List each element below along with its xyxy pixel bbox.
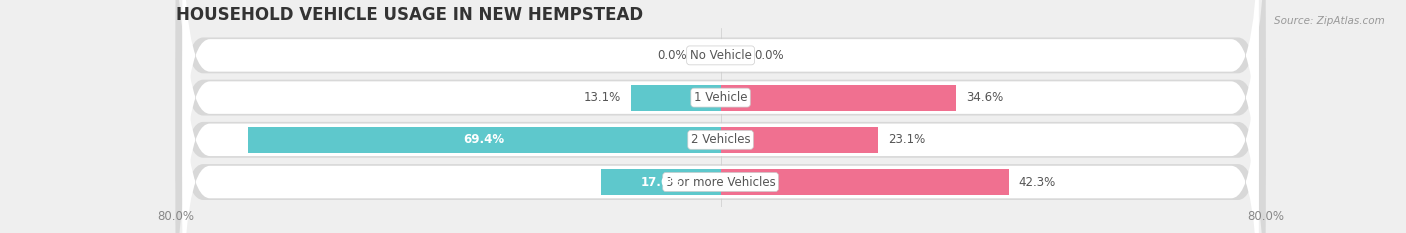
Bar <box>721 85 956 111</box>
Bar <box>721 127 877 153</box>
Text: 17.6%: 17.6% <box>640 175 681 188</box>
Text: 1 Vehicle: 1 Vehicle <box>693 91 748 104</box>
Text: 3 or more Vehicles: 3 or more Vehicles <box>665 175 776 188</box>
Text: 2 Vehicles: 2 Vehicles <box>690 133 751 146</box>
Bar <box>247 127 721 153</box>
FancyBboxPatch shape <box>183 0 1258 233</box>
Text: 13.1%: 13.1% <box>583 91 621 104</box>
Text: No Vehicle: No Vehicle <box>689 49 752 62</box>
FancyBboxPatch shape <box>176 31 1265 233</box>
Text: 69.4%: 69.4% <box>464 133 505 146</box>
Text: Source: ZipAtlas.com: Source: ZipAtlas.com <box>1274 16 1385 26</box>
Bar <box>721 169 1008 195</box>
FancyBboxPatch shape <box>183 0 1258 233</box>
FancyBboxPatch shape <box>176 0 1265 206</box>
FancyBboxPatch shape <box>183 29 1258 233</box>
Text: 42.3%: 42.3% <box>1019 175 1056 188</box>
Text: 34.6%: 34.6% <box>966 91 1004 104</box>
FancyBboxPatch shape <box>176 0 1265 233</box>
Bar <box>631 85 721 111</box>
Text: 0.0%: 0.0% <box>657 49 686 62</box>
Text: 23.1%: 23.1% <box>889 133 925 146</box>
FancyBboxPatch shape <box>176 0 1265 233</box>
Text: HOUSEHOLD VEHICLE USAGE IN NEW HEMPSTEAD: HOUSEHOLD VEHICLE USAGE IN NEW HEMPSTEAD <box>176 6 643 24</box>
FancyBboxPatch shape <box>183 0 1258 208</box>
Bar <box>600 169 721 195</box>
Text: 0.0%: 0.0% <box>755 49 785 62</box>
